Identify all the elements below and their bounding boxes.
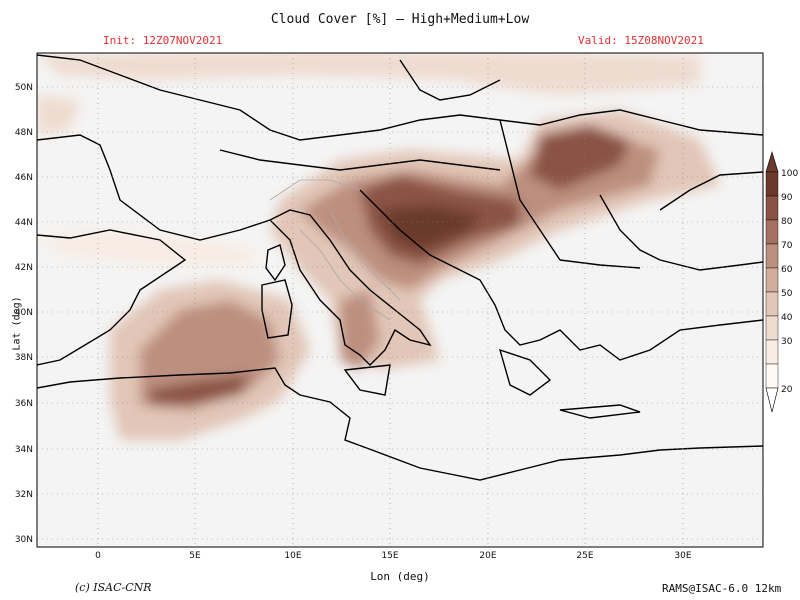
cloud-area-romania-core (530, 125, 630, 190)
map-frame (36, 52, 764, 548)
y-tick-label: 30N (15, 535, 33, 545)
colorbar-label: 30 (781, 337, 793, 347)
colorbar-label: 50 (781, 289, 793, 299)
y-tick-label: 34N (15, 445, 33, 455)
model-label: RAMS@ISAC-6.0 12km (662, 582, 782, 595)
x-axis-label: Lon (deg) (370, 570, 430, 583)
y-tick-label: 36N (15, 399, 33, 409)
copyright-label: (c) ISAC-CNR (75, 581, 152, 594)
colorbar-segment (765, 363, 779, 389)
colorbar-label: 80 (781, 217, 793, 227)
y-tick-label: 42N (15, 263, 33, 273)
colorbar-segment (765, 243, 779, 269)
map-title: Cloud Cover [%] — High+Medium+Low (270, 12, 530, 27)
x-tick-label: 25E (576, 551, 593, 561)
colorbar-segment (765, 267, 779, 293)
colorbar-label: 90 (781, 193, 793, 203)
init-time-label: Init: 12Z07NOV2021 (103, 34, 223, 47)
colorbar-segment (765, 171, 779, 197)
x-axis-ticks: 0 5E 10E 15E 20E 25E 30E (95, 551, 692, 561)
colorbar-segment (765, 315, 779, 341)
x-tick-label: 10E (284, 551, 301, 561)
colorbar-segment (765, 219, 779, 245)
cloud-area-calabria (340, 290, 380, 370)
colorbar-bottom-arrow (765, 387, 779, 413)
colorbar-segment (765, 291, 779, 317)
valid-time-label: Valid: 15Z08NOV2021 (578, 34, 704, 47)
y-tick-label: 46N (15, 173, 33, 183)
y-axis-ticks: 50N 48N 46N 44N 42N 40N 38N 36N 34N 32N … (15, 83, 33, 545)
y-axis-label: Lat (deg) (11, 296, 23, 351)
y-tick-label: 32N (15, 490, 33, 500)
colorbar-label: 20 (781, 385, 793, 395)
cloud-area-north (37, 53, 700, 95)
colorbar-segment (765, 339, 779, 365)
cloud-area-bosnia-max (380, 205, 480, 250)
colorbar-label: 40 (781, 313, 793, 323)
graticule (37, 53, 763, 547)
y-tick-label: 50N (15, 83, 33, 93)
y-tick-label: 48N (15, 128, 33, 138)
colorbar: 100 90 80 70 60 50 40 30 20 (765, 150, 798, 413)
y-tick-label: 44N (15, 218, 33, 228)
cloud-cover-field (37, 53, 763, 547)
x-tick-label: 5E (189, 551, 201, 561)
colorbar-label: 70 (781, 241, 793, 251)
cloud-area-west (37, 95, 80, 135)
x-tick-label: 0 (95, 551, 101, 561)
x-tick-label: 15E (381, 551, 398, 561)
colorbar-label: 100 (781, 169, 798, 179)
colorbar-segment (765, 195, 779, 221)
cloud-area-atlas-core (150, 375, 250, 405)
colorbar-label: 60 (781, 265, 793, 275)
x-tick-label: 20E (479, 551, 496, 561)
colorbar-top-arrow (765, 150, 779, 173)
y-tick-label: 38N (15, 353, 33, 363)
y-tick-label: 40N (15, 308, 33, 318)
coastlines (37, 54, 763, 481)
region-borders (269, 179, 401, 321)
x-tick-label: 30E (674, 551, 691, 561)
cloud-area-iberia (40, 230, 260, 265)
